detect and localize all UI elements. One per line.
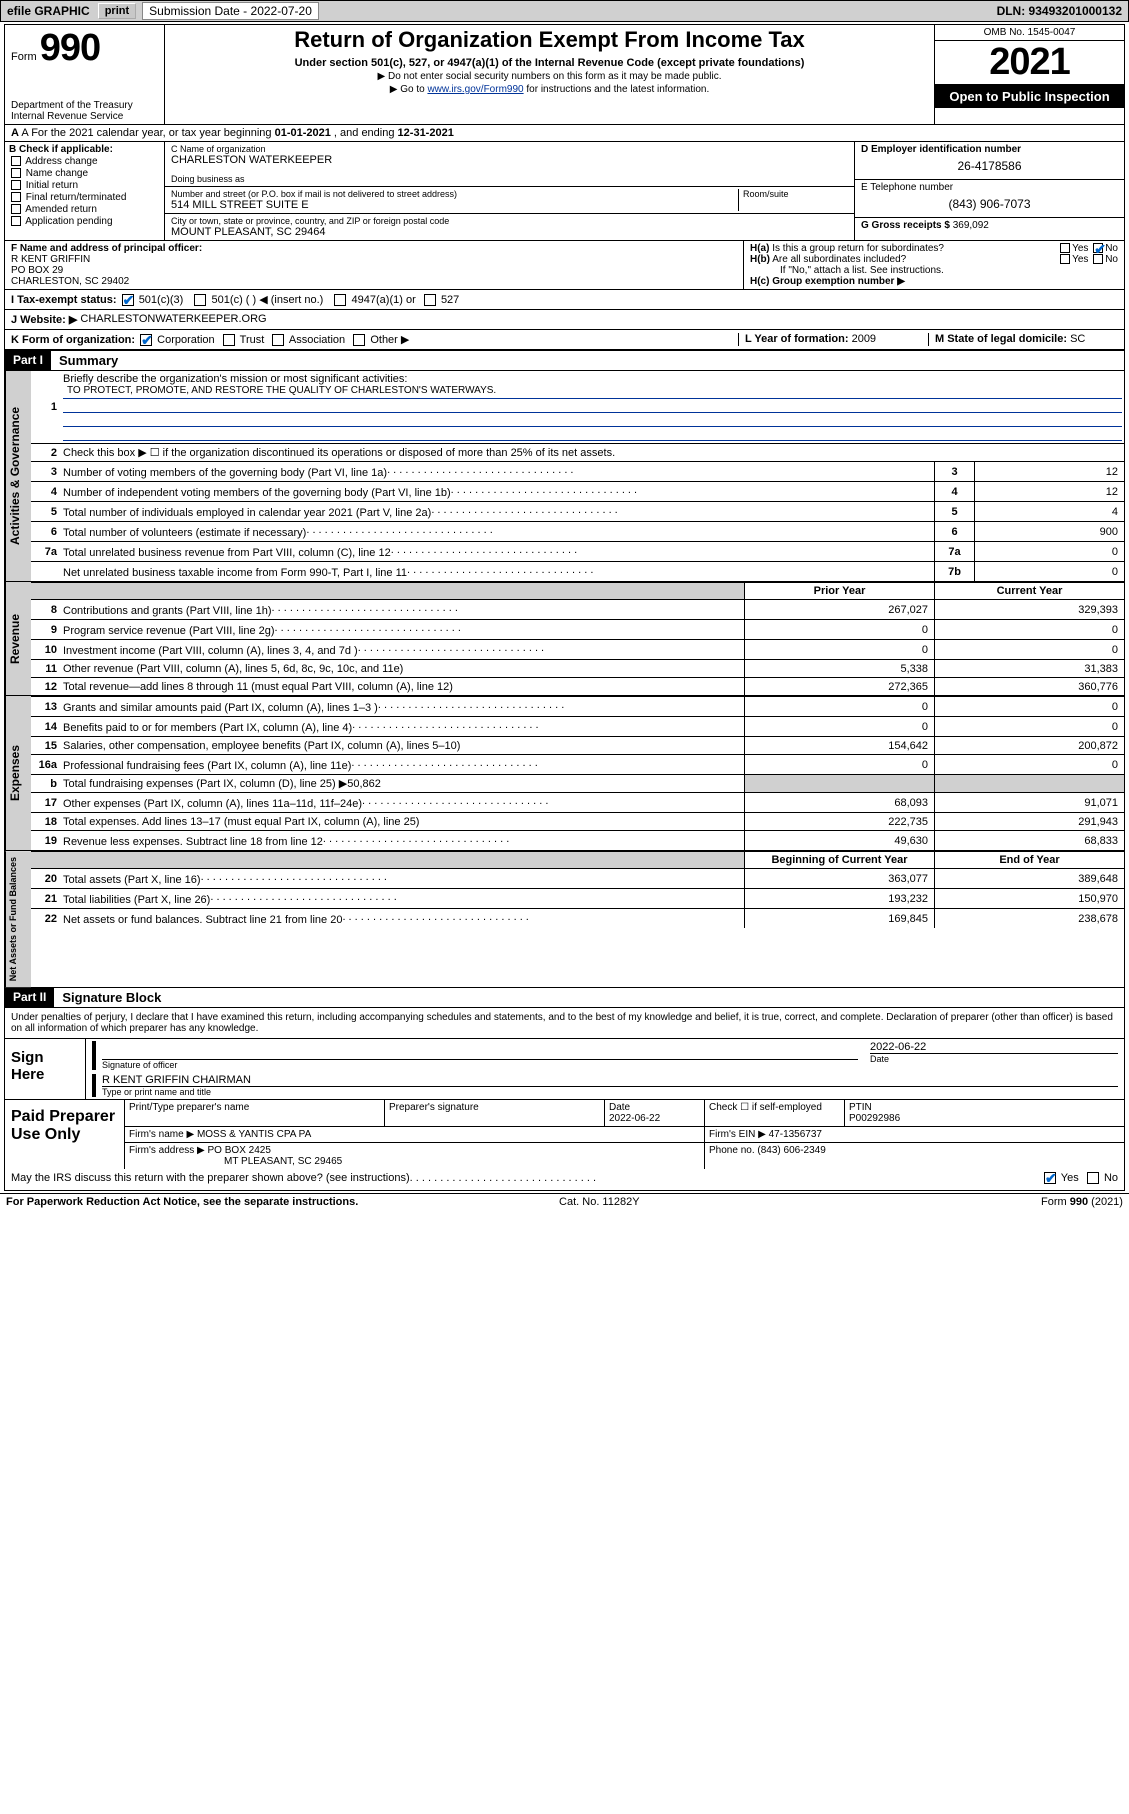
firm-name: MOSS & YANTIS CPA PA [197,1129,311,1140]
form-word: Form [11,51,37,63]
chk-address-change[interactable]: Address change [9,156,160,167]
v4: 12 [974,482,1124,501]
irs-label: Internal Revenue Service [11,111,158,122]
goto-note: ▶ Go to www.irs.gov/Form990 for instruct… [171,84,928,95]
gross-receipts-cell: G Gross receipts $ 369,092 [855,218,1124,233]
row-f-h: F Name and address of principal officer:… [5,241,1124,290]
print-button[interactable]: print [98,3,136,19]
chk-4947[interactable] [334,294,346,306]
telephone: (843) 906-7073 [861,193,1118,215]
dln-label: DLN: 93493201000132 [997,4,1128,18]
chk-trust[interactable] [223,334,235,346]
firm-ein: 47-1356737 [769,1129,822,1140]
gross-receipts: 369,092 [953,220,989,231]
chk-association[interactable] [272,334,284,346]
tab-activities: Activities & Governance [5,371,31,581]
state-domicile: SC [1070,333,1085,345]
page-footer: For Paperwork Reduction Act Notice, see … [0,1193,1129,1210]
org-name-cell: C Name of organization CHARLESTON WATERK… [165,142,854,187]
v5: 4 [974,502,1124,521]
tab-revenue: Revenue [5,582,31,695]
v3: 12 [974,462,1124,481]
principal-officer: F Name and address of principal officer:… [5,241,744,289]
line-a: A A For the 2021 calendar year, or tax y… [5,125,1124,142]
chk-final-return[interactable]: Final return/terminated [9,192,160,203]
firm-phone: (843) 606-2349 [757,1145,825,1156]
mission-text: TO PROTECT, PROMOTE, AND RESTORE THE QUA… [63,385,1122,399]
tab-expenses: Expenses [5,696,31,850]
chk-527[interactable] [424,294,436,306]
row-klm: K Form of organization: Corporation Trus… [5,330,1124,350]
efile-topbar: efile GRAPHIC print Submission Date - 20… [0,0,1129,22]
col-c: C Name of organization CHARLESTON WATERK… [165,142,854,240]
sign-here-label: Sign Here [5,1039,85,1099]
form-number: 990 [40,27,100,69]
tab-netassets: Net Assets or Fund Balances [5,851,31,987]
chk-application-pending[interactable]: Application pending [9,216,160,227]
chk-501c3[interactable] [122,294,134,306]
chk-501c-other[interactable] [194,294,206,306]
perjury-declaration: Under penalties of perjury, I declare th… [5,1007,1124,1038]
col-b-checkboxes: B Check if applicable: Address change Na… [5,142,165,240]
city-state-zip: MOUNT PLEASANT, SC 29464 [171,226,848,238]
submission-date: Submission Date - 2022-07-20 [142,2,319,20]
chk-initial-return[interactable]: Initial return [9,180,160,191]
telephone-cell: E Telephone number (843) 906-7073 [855,180,1124,218]
bcdeg-grid: B Check if applicable: Address change Na… [5,142,1124,241]
officer-name-title: R KENT GRIFFIN CHAIRMAN [102,1074,1118,1086]
irs-link[interactable]: www.irs.gov/Form990 [427,84,523,95]
discuss-row: May the IRS discuss this return with the… [5,1169,1124,1190]
col-deg: D Employer identification number 26-4178… [854,142,1124,240]
part2-header: Part II Signature Block [5,987,1124,1007]
header-right: OMB No. 1545-0047 2021 Open to Public In… [934,25,1124,124]
open-public-badge: Open to Public Inspection [935,85,1124,108]
group-return-h: H(a) Is this a group return for subordin… [744,241,1124,289]
ein-cell: D Employer identification number 26-4178… [855,142,1124,180]
part1-header: Part I Summary [5,350,1124,370]
street-cell: Number and street (or P.O. box if mail i… [165,187,854,214]
prep-date: 2022-06-22 [609,1113,660,1124]
sign-here-block: Sign Here Signature of officer 2022-06-2… [5,1038,1124,1099]
ha-yes[interactable] [1060,243,1070,253]
chk-name-change[interactable]: Name change [9,168,160,179]
org-name: CHARLESTON WATERKEEPER [171,154,848,166]
form-subtitle: Under section 501(c), 527, or 4947(a)(1)… [171,57,928,69]
chk-corporation[interactable] [140,334,152,346]
ein: 26-4178586 [861,155,1118,177]
revenue-section: Revenue Prior YearCurrent Year 8Contribu… [5,581,1124,695]
v7a: 0 [974,542,1124,561]
paid-preparer-block: Paid Preparer Use Only Print/Type prepar… [5,1099,1124,1169]
paid-preparer-label: Paid Preparer Use Only [5,1100,125,1169]
omb-number: OMB No. 1545-0047 [935,25,1124,41]
header-mid: Return of Organization Exempt From Incom… [165,25,934,124]
city-cell: City or town, state or province, country… [165,214,854,240]
discuss-yes[interactable] [1044,1172,1056,1184]
v7b: 0 [974,562,1124,581]
chk-amended-return[interactable]: Amended return [9,204,160,215]
efile-label: efile GRAPHIC [1,4,96,18]
ssn-note: ▶ Do not enter social security numbers o… [171,71,928,82]
v6: 900 [974,522,1124,541]
form-header: Form 990 Department of the Treasury Inte… [5,25,1124,125]
row-i-tax-exempt: I Tax-exempt status: 501(c)(3) 501(c) ( … [5,290,1124,310]
website: CHARLESTONWATERKEEPER.ORG [80,313,266,326]
hb-yes[interactable] [1060,254,1070,264]
netassets-section: Net Assets or Fund Balances Beginning of… [5,850,1124,987]
row-j-website: J Website: ▶ CHARLESTONWATERKEEPER.ORG [5,310,1124,330]
year-formation: 2009 [852,333,876,345]
chk-other[interactable] [353,334,365,346]
street-address: 514 MILL STREET SUITE E [171,199,738,211]
activities-section: Activities & Governance 1 Briefly descri… [5,370,1124,581]
ptin: P00292986 [849,1113,900,1124]
tax-year: 2021 [935,41,1124,85]
dept-treasury: Department of the Treasury [11,100,158,111]
form-title: Return of Organization Exempt From Incom… [171,27,928,53]
sign-date: 2022-06-22 [870,1041,1118,1053]
ha-no[interactable] [1093,243,1103,253]
form-990-container: Form 990 Department of the Treasury Inte… [4,24,1125,1191]
expenses-section: Expenses 13Grants and similar amounts pa… [5,695,1124,850]
header-left: Form 990 Department of the Treasury Inte… [5,25,165,124]
hb-no[interactable] [1093,254,1103,264]
discuss-no[interactable] [1087,1172,1099,1184]
